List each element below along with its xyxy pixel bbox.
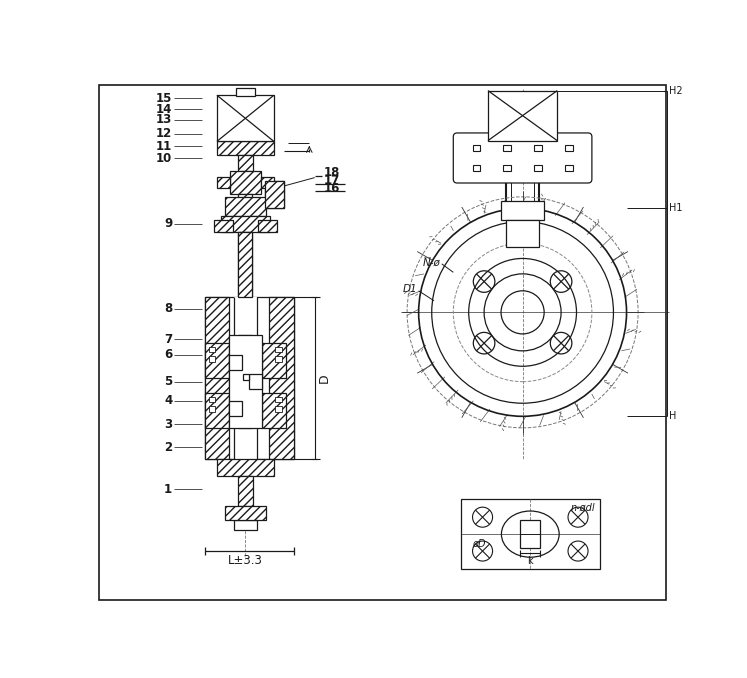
Text: 1: 1 (164, 483, 173, 496)
Bar (565, 144, 573, 151)
Text: H: H (669, 412, 676, 421)
Bar (264, 179, 271, 184)
Text: 10: 10 (156, 152, 173, 165)
Bar (221, 216, 270, 231)
Bar (276, 347, 282, 353)
Bar (264, 182, 284, 208)
Bar (258, 220, 277, 231)
Bar (488, 91, 557, 140)
Bar (229, 355, 241, 370)
Text: 17: 17 (324, 174, 340, 187)
Bar (520, 520, 540, 548)
Bar (205, 343, 229, 378)
Bar (205, 393, 229, 428)
Bar (461, 500, 600, 569)
Text: 4: 4 (164, 395, 173, 407)
Bar (225, 506, 266, 520)
Text: 7: 7 (164, 333, 173, 346)
Text: 3: 3 (164, 418, 173, 431)
Bar (261, 177, 274, 188)
Text: 18: 18 (324, 167, 341, 180)
Text: 8: 8 (164, 302, 173, 315)
Text: øD: øD (473, 538, 486, 549)
Bar (238, 155, 253, 171)
Bar (238, 475, 253, 506)
Bar (217, 458, 274, 475)
Bar (229, 401, 241, 416)
Bar (238, 194, 252, 217)
Bar (503, 144, 511, 151)
Bar (205, 297, 229, 458)
Bar (238, 231, 252, 297)
Bar (473, 144, 480, 151)
Bar (238, 231, 252, 297)
Text: 6: 6 (164, 348, 173, 361)
Bar (230, 171, 261, 194)
Bar (269, 297, 294, 458)
Text: 12: 12 (156, 127, 173, 140)
Bar (229, 336, 261, 428)
Text: N-ø: N-ø (422, 258, 440, 267)
Bar (276, 397, 282, 403)
Bar (261, 393, 286, 428)
Text: 11: 11 (156, 140, 173, 153)
Bar (234, 297, 257, 458)
Bar (276, 356, 282, 361)
Bar (217, 177, 230, 188)
Bar (261, 343, 286, 378)
Bar (217, 142, 274, 155)
Text: H2: H2 (669, 85, 683, 96)
Bar (534, 165, 542, 171)
Bar (214, 220, 233, 231)
Bar (209, 406, 215, 412)
Bar (234, 520, 257, 530)
Text: 15: 15 (156, 92, 173, 105)
Bar (506, 220, 539, 247)
Text: 2: 2 (164, 441, 173, 454)
Text: H1: H1 (669, 203, 683, 214)
Text: 16: 16 (324, 182, 341, 195)
Bar (217, 95, 274, 142)
Bar (243, 374, 249, 380)
Text: 9: 9 (164, 218, 173, 231)
Bar (209, 347, 215, 353)
Text: D: D (318, 373, 331, 382)
Bar (225, 197, 266, 216)
Bar (238, 336, 252, 428)
Bar (264, 182, 284, 208)
Text: 14: 14 (156, 102, 173, 115)
Bar (534, 144, 542, 151)
Bar (236, 88, 255, 96)
Bar (209, 356, 215, 361)
Bar (220, 179, 226, 184)
Bar (565, 165, 573, 171)
Text: DN(d): DN(d) (238, 367, 248, 397)
Bar (276, 406, 282, 412)
Bar (503, 165, 511, 171)
Text: k: k (527, 556, 533, 566)
Text: 13: 13 (156, 113, 173, 126)
Text: 5: 5 (164, 375, 173, 388)
Bar (473, 165, 480, 171)
Text: L±3.3: L±3.3 (228, 554, 263, 567)
Bar (238, 231, 252, 297)
Bar (249, 374, 261, 389)
Bar (205, 297, 294, 458)
FancyBboxPatch shape (453, 133, 592, 183)
Text: D1: D1 (403, 284, 417, 294)
Bar (501, 201, 544, 220)
Text: n-ødl: n-ødl (571, 502, 596, 512)
Bar (209, 397, 215, 403)
